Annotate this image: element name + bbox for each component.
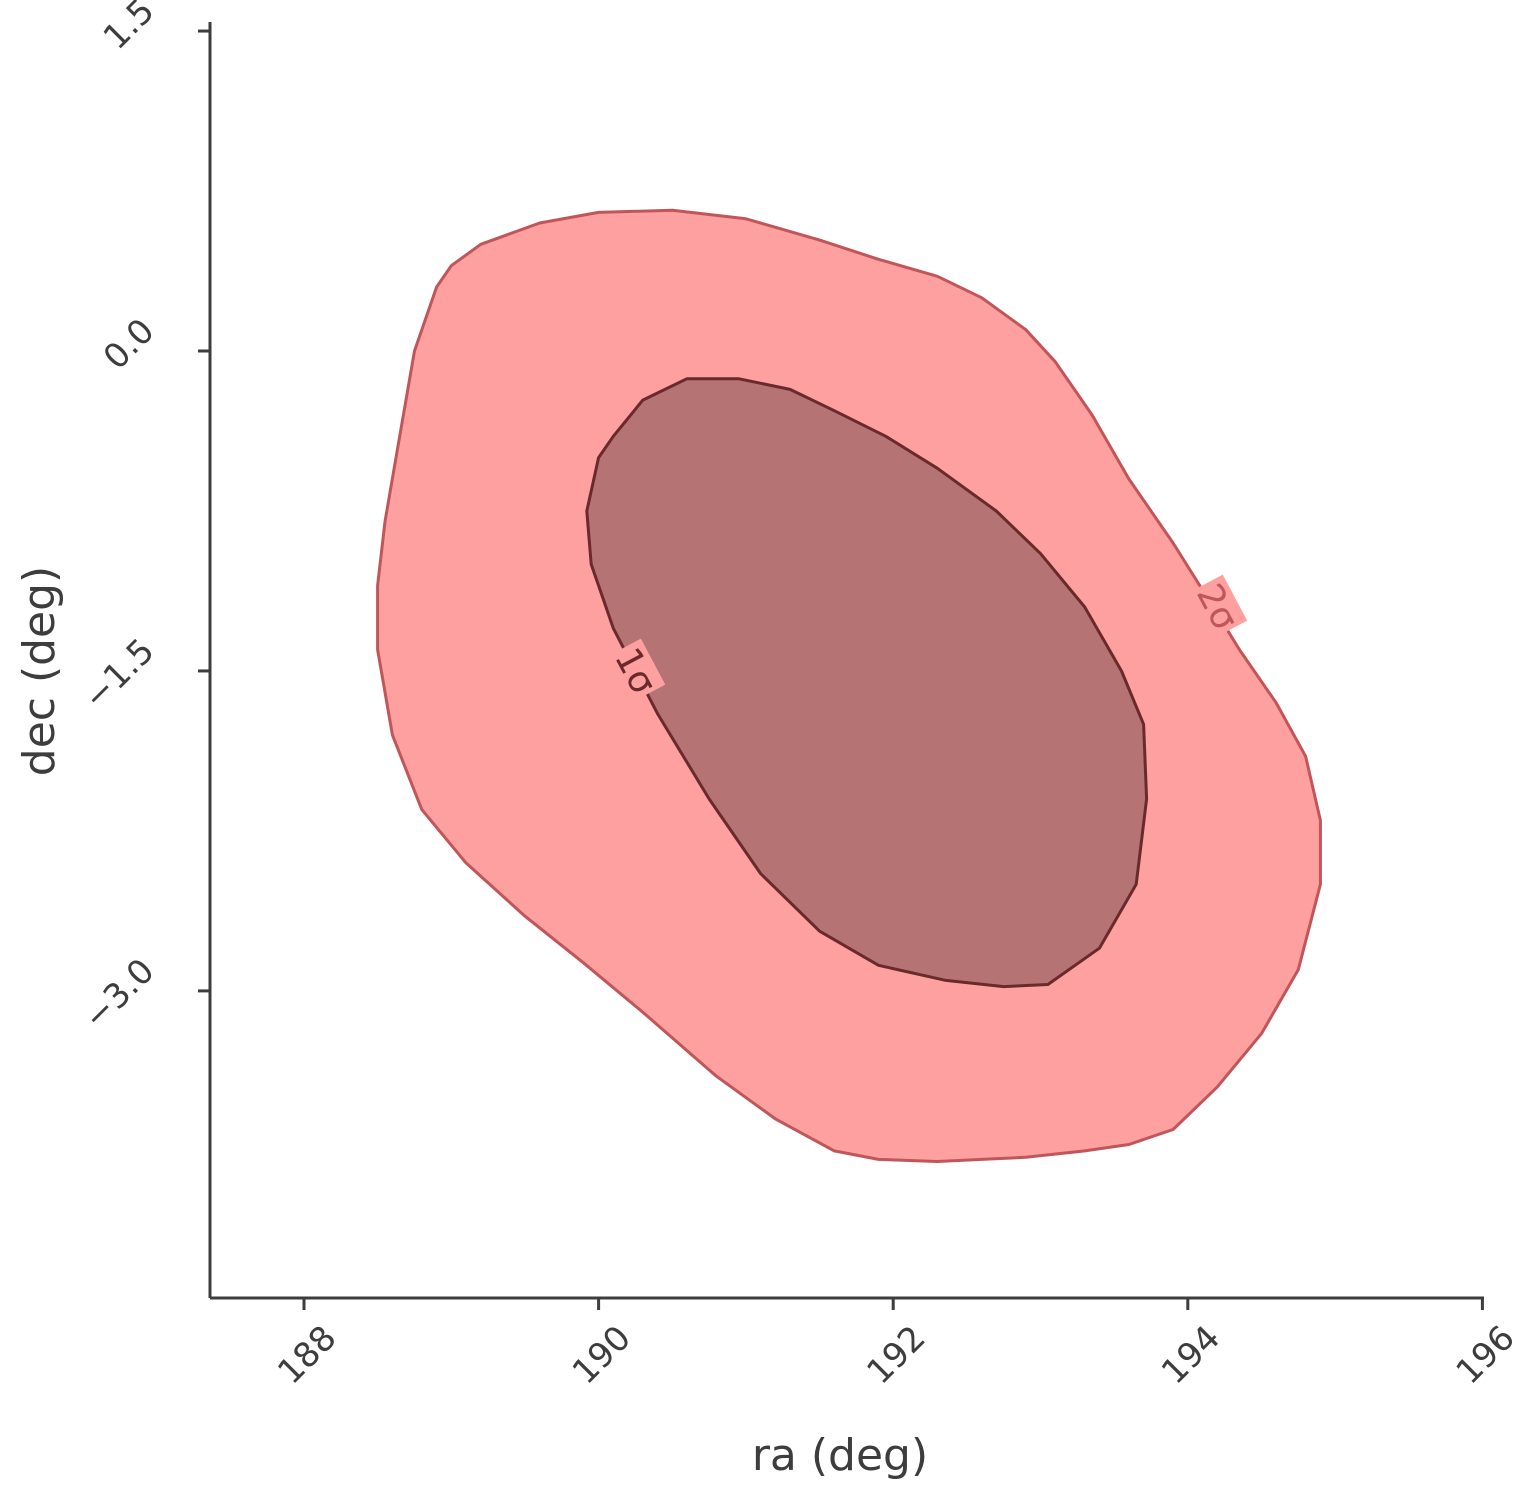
x-tick-label: 192 — [859, 1318, 933, 1392]
y-tick-label: 1.5 — [96, 0, 163, 58]
x-axis: 188 190 192 194 196 — [210, 1296, 1523, 1392]
y-axis-title: dec (deg) — [14, 566, 65, 776]
contour-label-2sigma-bg — [1187, 574, 1248, 640]
x-tick-label: 196 — [1449, 1318, 1523, 1392]
y-tick-label: −3.0 — [76, 951, 163, 1038]
y-tick-label: 0.0 — [96, 311, 163, 378]
x-tick-label: 190 — [565, 1318, 639, 1392]
contour-label-1sigma-bg — [605, 638, 666, 704]
x-axis-title: ra (deg) — [752, 1430, 928, 1481]
x-tick-label: 188 — [270, 1318, 344, 1392]
y-tick-label: −1.5 — [76, 631, 163, 718]
y-axis: −3.0 −1.5 0.0 1.5 — [76, 0, 212, 1298]
x-tick-label: 194 — [1154, 1318, 1228, 1392]
